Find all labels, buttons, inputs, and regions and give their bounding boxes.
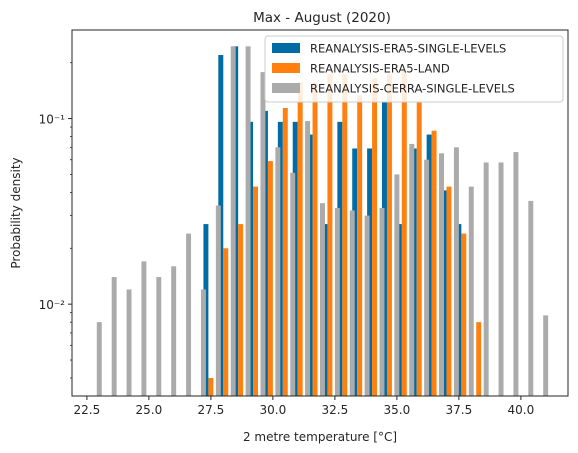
- x-axis: 22.5 25.0 27.5 30.0 32.5 35.0 37.5 40.0: [74, 396, 535, 417]
- bar-series-1: [277, 121, 283, 396]
- bar-series-3: [230, 46, 236, 396]
- bar-series-3: [126, 289, 132, 396]
- bar-series-3: [543, 315, 549, 396]
- bar-series-2: [446, 186, 452, 396]
- y-tick-label: 10⁻¹: [39, 113, 66, 127]
- bar-series-3: [320, 203, 325, 396]
- bar-series-2: [223, 248, 229, 396]
- y-axis-label: Probability density: [9, 157, 23, 268]
- x-tick-label: 32.5: [322, 403, 349, 417]
- bar-series-2: [253, 186, 258, 396]
- bar-series-2: [282, 107, 288, 397]
- bar-series-3: [379, 207, 385, 396]
- x-axis-label: 2 metre temperature [°C]: [243, 430, 397, 444]
- bar-series-2: [476, 322, 482, 396]
- bar-series-2: [357, 95, 363, 396]
- bar-series-3: [334, 207, 340, 396]
- bar-series-3: [453, 147, 459, 396]
- bar-series-3: [528, 200, 534, 396]
- x-tick-label: 40.0: [508, 403, 535, 417]
- bar-series-2: [461, 233, 467, 396]
- bar-series-3: [483, 162, 489, 396]
- bar-series-3: [498, 162, 504, 396]
- bar-series-1: [307, 134, 313, 397]
- bar-series-1: [292, 121, 298, 396]
- legend: REANALYSIS-ERA5-SINGLE-LEVELS REANALYSIS-…: [264, 35, 564, 103]
- bar-series-2: [208, 378, 214, 396]
- legend-swatch: [272, 43, 300, 53]
- bar-series-3: [171, 266, 177, 396]
- x-tick-label: 35.0: [384, 403, 411, 417]
- legend-swatch: [272, 83, 300, 93]
- bar-series-3: [200, 289, 206, 396]
- bar-series-3: [305, 121, 311, 396]
- bars-layer: [96, 46, 549, 397]
- bar-series-3: [349, 210, 355, 396]
- x-tick-label: 37.5: [446, 403, 473, 417]
- bar-series-3: [468, 186, 474, 396]
- bar-series-3: [290, 172, 296, 396]
- bar-series-3: [439, 153, 444, 396]
- bar-series-3: [245, 46, 251, 396]
- plot-frame: [71, 29, 569, 397]
- x-tick-label: 25.0: [136, 403, 163, 417]
- bar-series-3: [409, 143, 415, 396]
- legend-label: REANALYSIS-CERRA-SINGLE-LEVELS: [310, 82, 515, 96]
- bar-series-2: [327, 74, 333, 397]
- bar-series-2: [297, 82, 303, 396]
- bar-series-3: [364, 215, 370, 396]
- bar-series-3: [141, 261, 147, 396]
- bar-series-3: [275, 147, 281, 396]
- bar-series-3: [186, 233, 192, 396]
- bar-series-3: [215, 205, 221, 396]
- x-tick-label: 30.0: [260, 403, 287, 417]
- x-tick-label: 22.5: [74, 403, 101, 417]
- bar-series-2: [342, 74, 348, 397]
- chart-title: Max - August (2020): [253, 10, 391, 26]
- bar-series-2: [431, 130, 437, 396]
- bar-series-3: [394, 174, 400, 396]
- bar-series-3: [111, 277, 117, 396]
- bar-series-2: [416, 102, 422, 396]
- bar-series-2: [238, 224, 244, 396]
- bar-series-3: [513, 152, 519, 396]
- bar-series-3: [156, 277, 162, 396]
- legend-box: [264, 35, 564, 103]
- x-tick-label: 27.5: [198, 403, 225, 417]
- bar-series-2: [401, 71, 407, 397]
- bar-series-1: [322, 224, 328, 396]
- bar-series-2: [267, 161, 273, 396]
- bar-series-2: [312, 82, 318, 396]
- y-axis: 10⁻² 10⁻¹: [39, 62, 72, 379]
- legend-swatch: [272, 63, 300, 73]
- y-tick-label: 10⁻²: [39, 298, 66, 312]
- bar-series-2: [386, 74, 392, 397]
- bar-series-3: [96, 322, 102, 396]
- bar-series-1: [218, 55, 224, 396]
- bar-series-2: [372, 78, 378, 396]
- legend-label: REANALYSIS-ERA5-LAND: [310, 62, 450, 76]
- bar-series-3: [260, 72, 266, 396]
- bar-series-3: [424, 159, 430, 396]
- legend-label: REANALYSIS-ERA5-SINGLE-LEVELS: [310, 42, 506, 56]
